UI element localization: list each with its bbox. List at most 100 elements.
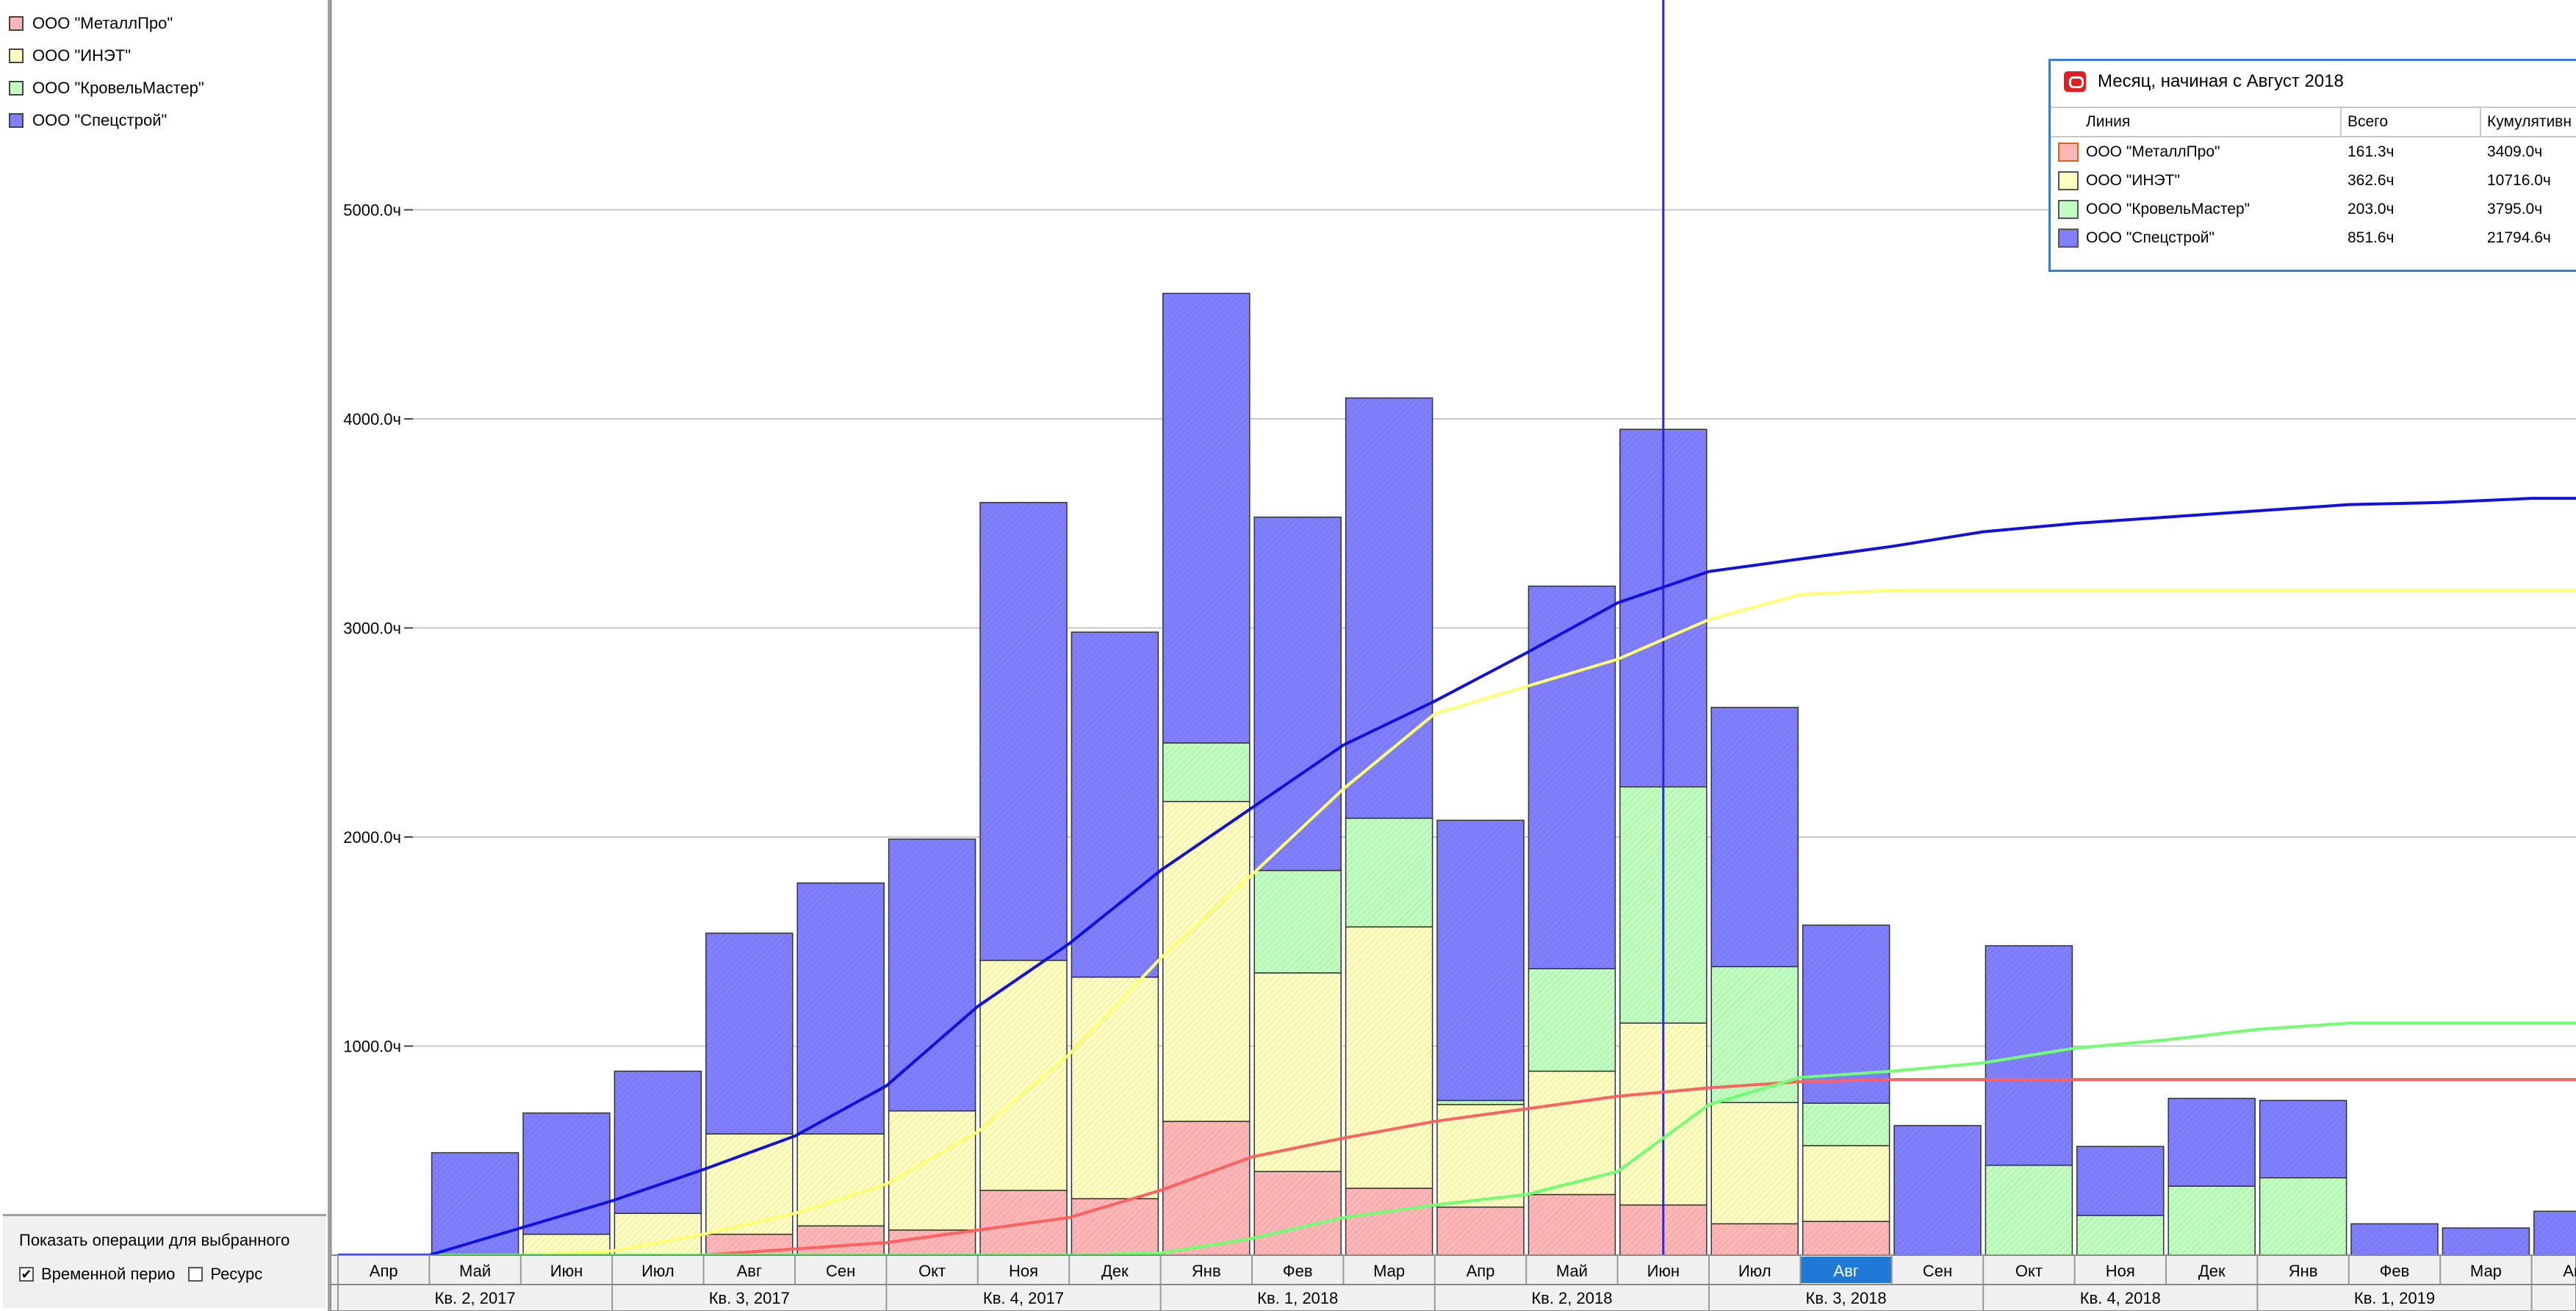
legend-swatch xyxy=(9,16,24,31)
bar-segment-hatch xyxy=(705,1133,793,1235)
bar-segment-hatch xyxy=(797,1226,885,1255)
x-tick-label: Авг xyxy=(737,1262,762,1280)
row-swatch xyxy=(2058,228,2079,248)
y-tick-label: 1000.0ч xyxy=(343,1038,401,1056)
bar-segment-hatch xyxy=(1254,870,1342,973)
bar-segment-hatch xyxy=(1345,927,1433,1188)
bar-segment-hatch xyxy=(2076,1215,2164,1255)
tooltip-row: ООО "Спецстрой" 851.6ч 21794.6ч xyxy=(2051,223,2576,252)
bar-segment-hatch xyxy=(888,1229,976,1255)
bar-segment-hatch xyxy=(797,1133,885,1226)
legend-item-inet[interactable]: ООО "ИНЭТ" xyxy=(9,40,204,72)
bar-segment-hatch xyxy=(1894,1125,1981,1255)
cumulative-line xyxy=(338,497,2576,1257)
bar-segment-hatch xyxy=(1254,1171,1342,1255)
legend-item-specstroy[interactable]: ООО "Спецстрой" xyxy=(9,104,204,137)
bar-segment-hatch xyxy=(1528,969,1616,1071)
y-tick-label: 4000.0ч xyxy=(343,410,401,428)
row-total: 203.0ч xyxy=(2347,200,2395,218)
bar-segment-hatch xyxy=(2259,1100,2347,1178)
bar-segment-hatch xyxy=(1711,707,1799,967)
bar-segment-hatch xyxy=(1711,1102,1799,1224)
x-tick-label: Сен xyxy=(1923,1262,1952,1280)
bars-layer xyxy=(431,292,2576,1256)
bar-segment-hatch xyxy=(1802,1103,1890,1146)
bar-segment-hatch xyxy=(888,838,976,1111)
quarter-label: Кв. 2, 2018 xyxy=(1531,1289,1612,1307)
row-total: 362.6ч xyxy=(2347,171,2395,189)
bar-segment-hatch xyxy=(1802,1145,1890,1222)
tooltip-row: ООО "КровельМастер" 203.0ч 3795.0ч xyxy=(2051,195,2576,223)
row-swatch xyxy=(2058,170,2079,190)
bar-segment-hatch xyxy=(1711,1224,1799,1255)
bar-segment-hatch xyxy=(1437,1105,1524,1207)
x-tick-label: Июл xyxy=(1738,1262,1771,1280)
row-swatch xyxy=(2058,199,2079,219)
bar-segment-hatch xyxy=(980,960,1067,1190)
bar-segment-hatch xyxy=(614,1071,702,1214)
bar-segment-hatch xyxy=(1254,972,1342,1172)
x-tick-label: Янв xyxy=(2289,1262,2318,1280)
bar-segment-hatch xyxy=(1437,1207,1524,1255)
axis-layer: 1000.0ч 2000.0ч 3000.0ч 4000.0ч 5000.0ч Апр Ма… xyxy=(329,0,2576,1311)
bar-segment-hatch xyxy=(1528,586,1616,969)
month-axis xyxy=(330,1254,2576,1285)
x-tick-label: Ноя xyxy=(2106,1262,2135,1280)
row-cumulative: 10716.0ч xyxy=(2487,171,2551,189)
x-tick-label: Ноя xyxy=(1009,1262,1038,1280)
bar-segment-hatch xyxy=(1071,1199,1159,1255)
resource-label: Ресурс xyxy=(210,1265,263,1283)
quarter-label: Кв. 4, 2018 xyxy=(2080,1289,2161,1307)
quarter-label: Кв. 3, 2018 xyxy=(1806,1289,1887,1307)
bar-segment-hatch xyxy=(1162,801,1250,1121)
bar-segment-hatch xyxy=(1162,293,1250,743)
legend-swatch xyxy=(9,113,24,128)
show-operations-panel: Показать операции для выбранного ✔ Време… xyxy=(3,1214,326,1308)
bar-segment-hatch xyxy=(2076,1146,2164,1215)
bar-segment-hatch xyxy=(1345,1188,1433,1255)
left-panel: ООО "МеталлПро" ООО "ИНЭТ" ООО "КровельМ… xyxy=(0,0,331,1311)
legend: ООО "МеталлПро" ООО "ИНЭТ" ООО "КровельМ… xyxy=(9,7,204,137)
bar-segment-hatch xyxy=(2259,1177,2347,1255)
bar-segment-hatch xyxy=(2442,1228,2530,1255)
time-period-checkbox[interactable]: ✔ xyxy=(19,1267,34,1282)
bar-segment-hatch xyxy=(980,502,1067,960)
show-operations-title: Показать операции для выбранного xyxy=(19,1231,290,1249)
x-tick-label: Авг xyxy=(1833,1262,1858,1280)
bar-segment-hatch xyxy=(1254,517,1342,871)
bar-segment-hatch xyxy=(1437,1100,1524,1105)
x-tick-label: Янв xyxy=(1192,1262,1221,1280)
grid-layer xyxy=(411,209,2576,1047)
bar-segment-hatch xyxy=(1071,977,1159,1199)
hover-tooltip: Месяц, начиная с Август 2018 Линия Всего… xyxy=(2048,59,2576,272)
x-tick-label: Июн xyxy=(550,1262,583,1280)
tooltip-title: Месяц, начиная с Август 2018 xyxy=(2098,71,2344,91)
cumulative-line xyxy=(338,589,2576,1257)
legend-item-krovelmaster[interactable]: ООО "КровельМастер" xyxy=(9,72,204,104)
row-cumulative: 21794.6ч xyxy=(2487,229,2551,246)
row-name: ООО "КровельМастер" xyxy=(2086,200,2251,218)
row-swatch xyxy=(2058,142,2079,162)
time-period-label: Временной перио xyxy=(41,1265,176,1283)
bar-segment-hatch xyxy=(1528,1071,1616,1195)
x-tick-label: Июн xyxy=(1647,1262,1680,1280)
y-tick-label: 5000.0ч xyxy=(343,201,401,220)
quarter-label: Кв. 3, 2017 xyxy=(709,1289,790,1307)
quarter-label: Кв. 1, 2018 xyxy=(1257,1289,1338,1307)
x-tick-label: Апр xyxy=(1467,1262,1495,1280)
col-header-total: Всего xyxy=(2342,108,2481,136)
col-header-cumulative: Кумулятивн xyxy=(2487,113,2572,130)
bar-segment-hatch xyxy=(1711,966,1799,1103)
x-tick-label: Май xyxy=(459,1262,491,1280)
bar-segment-hatch xyxy=(523,1113,610,1235)
quarter-label: Кв. 1, 2019 xyxy=(2354,1289,2435,1307)
x-tick-label: Апр xyxy=(2563,1262,2576,1280)
bar-segment-hatch xyxy=(2168,1186,2256,1255)
bar-segment-hatch xyxy=(431,1152,519,1255)
x-tick-label: Окт xyxy=(918,1262,946,1280)
legend-item-metallpro[interactable]: ООО "МеталлПро" xyxy=(9,7,204,40)
tooltip-header: Месяц, начиная с Август 2018 xyxy=(2064,71,2344,92)
y-tick-label: 3000.0ч xyxy=(343,619,401,638)
resource-checkbox[interactable] xyxy=(188,1267,204,1282)
y-tick-label: 2000.0ч xyxy=(343,828,401,847)
